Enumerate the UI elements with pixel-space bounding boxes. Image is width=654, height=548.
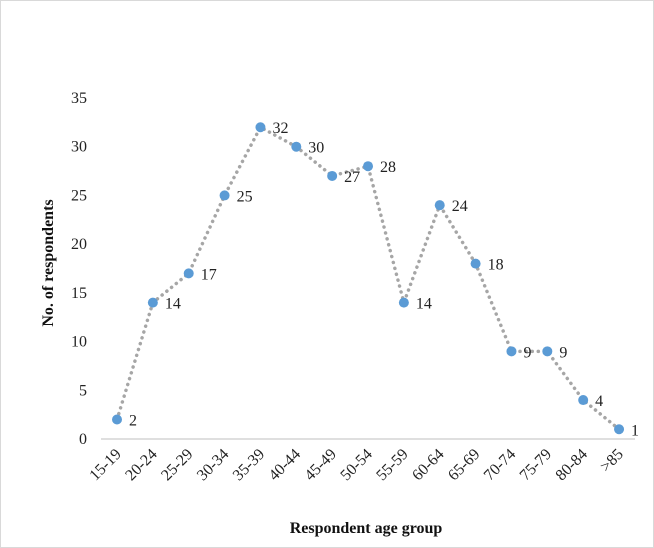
x-tick-label: 75-79 bbox=[517, 446, 555, 484]
data-label: 17 bbox=[201, 266, 217, 283]
data-point bbox=[327, 170, 338, 181]
y-tick-label: 15 bbox=[71, 285, 87, 302]
data-label: 30 bbox=[308, 140, 324, 157]
y-tick-label: 0 bbox=[79, 431, 87, 448]
y-tick-label: 30 bbox=[71, 139, 87, 156]
data-label: 28 bbox=[380, 159, 396, 176]
y-axis-ticks: 0 5 10 15 20 25 30 35 bbox=[71, 90, 87, 448]
data-label: 9 bbox=[523, 344, 531, 361]
x-tick-label: 40-44 bbox=[266, 446, 304, 484]
data-label: 27 bbox=[344, 169, 360, 186]
data-label: 4 bbox=[595, 393, 603, 410]
data-point bbox=[542, 346, 553, 357]
data-point bbox=[398, 297, 409, 308]
data-point bbox=[219, 190, 230, 201]
data-point bbox=[147, 297, 158, 308]
data-point bbox=[255, 122, 266, 133]
data-point bbox=[434, 200, 445, 211]
x-tick-label: 45-49 bbox=[302, 446, 340, 484]
y-axis-title: No. of respondents bbox=[40, 199, 57, 326]
x-tick-label: 60-64 bbox=[409, 446, 447, 484]
data-label: 24 bbox=[452, 198, 468, 215]
data-label: 18 bbox=[488, 257, 504, 274]
x-tick-label: 35-39 bbox=[230, 446, 268, 484]
data-point bbox=[291, 141, 302, 152]
x-axis-ticks: 15-1920-2425-2930-3435-3940-4445-4950-54… bbox=[86, 446, 626, 484]
data-point bbox=[183, 268, 194, 279]
data-markers bbox=[112, 122, 625, 435]
x-tick-label: 80-84 bbox=[553, 446, 591, 484]
data-point bbox=[614, 424, 625, 435]
x-tick-label: 25-29 bbox=[158, 446, 196, 484]
y-tick-label: 25 bbox=[71, 187, 87, 204]
data-label: 14 bbox=[165, 296, 181, 313]
data-point bbox=[112, 414, 122, 425]
series-line bbox=[115, 125, 621, 432]
y-tick-label: 35 bbox=[71, 90, 87, 107]
x-tick-label: 55-59 bbox=[373, 446, 411, 484]
data-label: 25 bbox=[237, 188, 253, 205]
data-label: 14 bbox=[416, 296, 432, 313]
x-tick-label: 30-34 bbox=[194, 446, 232, 484]
x-tick-label: 65-69 bbox=[445, 446, 483, 484]
x-tick-label: 50-54 bbox=[337, 446, 375, 484]
data-point bbox=[363, 161, 374, 172]
x-tick-label: >85 bbox=[597, 446, 627, 476]
data-point bbox=[578, 395, 589, 406]
data-point bbox=[506, 346, 517, 357]
x-tick-label: 70-74 bbox=[481, 446, 519, 484]
data-label: 9 bbox=[559, 344, 567, 361]
data-point bbox=[470, 258, 481, 269]
x-tick-label: 20-24 bbox=[122, 446, 160, 484]
x-axis-title: Respondent age group bbox=[290, 520, 443, 537]
y-tick-label: 5 bbox=[79, 382, 87, 399]
data-label: 1 bbox=[631, 422, 639, 439]
data-labels: 2 14 17 25 32 30 27 28 14 24 18 9 9 4 1 bbox=[129, 120, 639, 439]
data-label: 2 bbox=[129, 413, 137, 430]
y-tick-label: 10 bbox=[71, 334, 87, 351]
data-label: 32 bbox=[272, 120, 288, 137]
y-tick-label: 20 bbox=[71, 236, 87, 253]
x-tick-label: 15-19 bbox=[86, 446, 124, 484]
